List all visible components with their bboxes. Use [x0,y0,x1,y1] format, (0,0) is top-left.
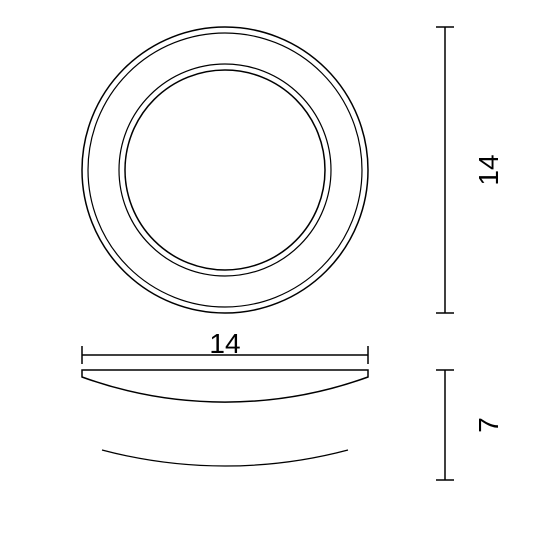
dimension-label: 7 [473,417,504,433]
dimension-diameter-vertical: 14 [436,27,504,313]
side-view-bowl [82,370,368,466]
dimension-diameter-horizontal: 14 [82,328,368,364]
dimension-label: 14 [209,328,240,359]
dimension-label: 14 [473,154,504,185]
dimension-height: 7 [436,370,504,480]
technical-drawing: 14 14 7 [0,0,550,550]
top-view-ring [82,27,368,313]
